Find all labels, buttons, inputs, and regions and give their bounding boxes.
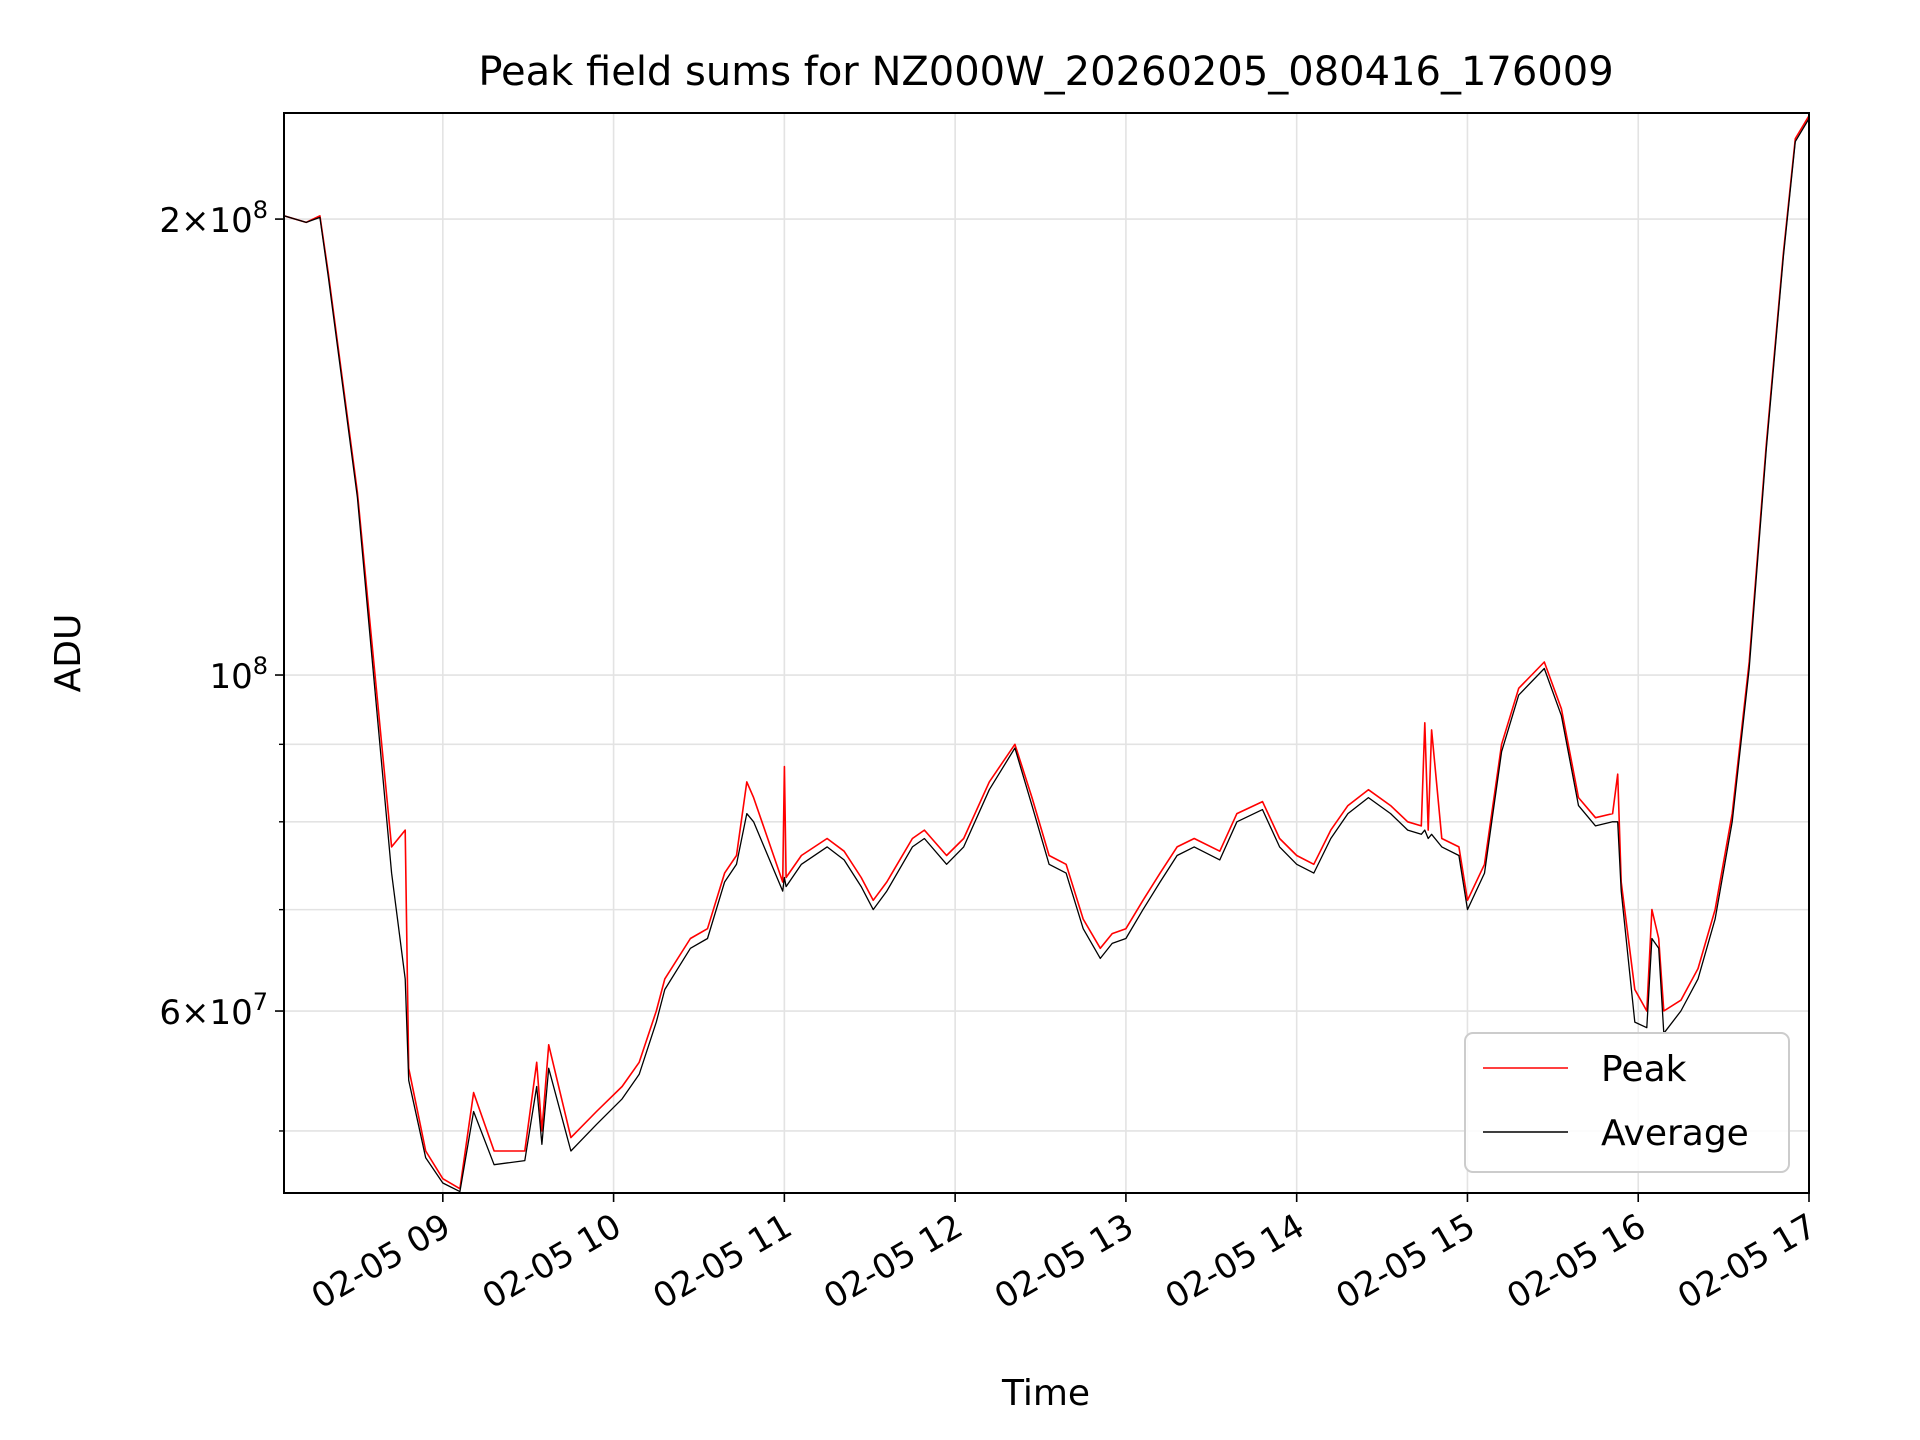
legend-peak-label: Peak — [1601, 1049, 1687, 1090]
y-tick-exponent: 7 — [253, 988, 268, 1016]
y-tick-mantissa: 10 — [209, 657, 252, 697]
series-lines — [284, 115, 1809, 1193]
series-average-line — [284, 118, 1809, 1193]
y-tick-label: 2×108 — [159, 196, 268, 241]
series-peak-line — [284, 115, 1809, 1190]
legend: Peak Average — [1464, 1032, 1790, 1173]
legend-average-label: Average — [1601, 1113, 1749, 1154]
y-axis-label: ADU — [48, 614, 89, 693]
y-tick-label: 6×107 — [159, 988, 268, 1033]
y-tick-label: 108 — [209, 652, 268, 697]
grid-lines — [284, 113, 1809, 1193]
plot-frame — [283, 112, 1810, 1194]
chart-title: Peak field sums for NZ000W_20260205_0804… — [478, 49, 1613, 95]
x-axis-label: Time — [1001, 1373, 1090, 1414]
y-tick-exponent: 8 — [253, 652, 268, 680]
y-tick-mantissa: 2×10 — [159, 201, 252, 241]
y-tick-mantissa: 6×10 — [159, 993, 252, 1033]
y-tick-exponent: 8 — [253, 196, 268, 224]
